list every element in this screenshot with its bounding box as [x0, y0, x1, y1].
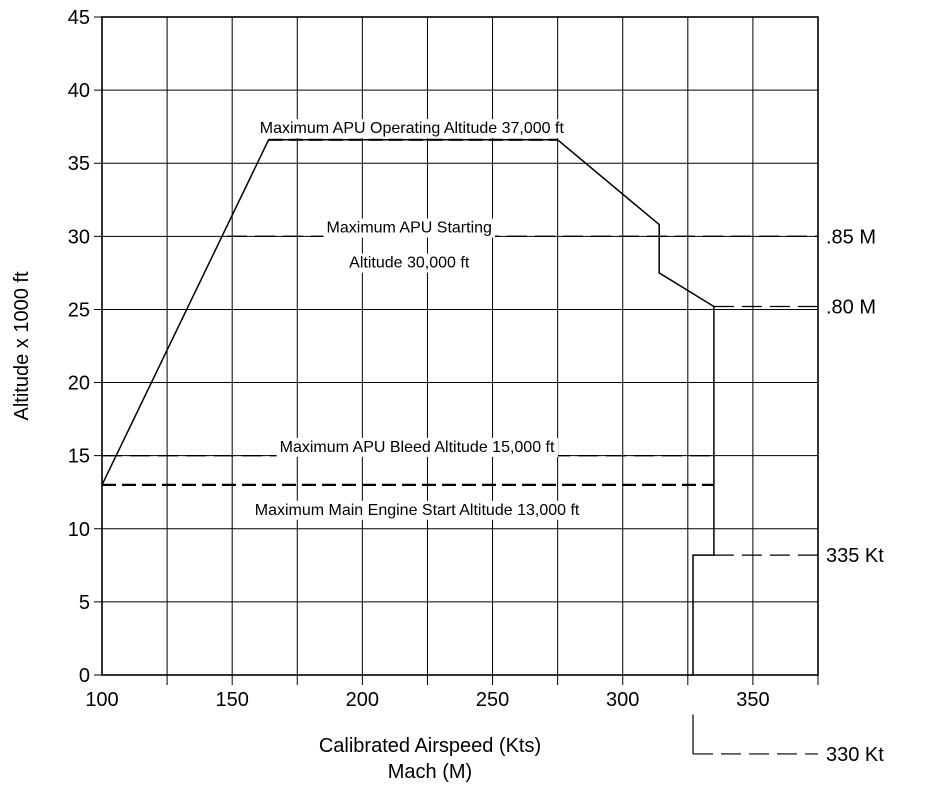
reference-line-label: .85 M — [826, 226, 876, 248]
reference-line-label: .80 M — [826, 297, 876, 319]
annotation: Altitude 30,000 ft — [346, 253, 473, 273]
annotation-background — [346, 253, 473, 273]
envelope-series-layer — [101, 139, 715, 675]
y-tick-label: 20 — [68, 373, 90, 395]
x-tick-label: 350 — [736, 689, 769, 711]
y-tick-label: 10 — [68, 519, 90, 541]
annotation-text: Maximum APU Bleed Altitude 15,000 ft — [280, 439, 555, 456]
y-tick-label: 45 — [68, 7, 90, 29]
x-tick-label: 200 — [346, 689, 379, 711]
annotation-text: Maximum Main Engine Start Altitude 13,00… — [255, 502, 580, 519]
y-tick-label: 35 — [68, 153, 90, 175]
x-tick-label: 300 — [606, 689, 639, 711]
annotation: Maximum APU Starting — [323, 218, 495, 238]
annotation-background — [276, 437, 559, 457]
x-tick-label: 100 — [85, 689, 118, 711]
grid-layer — [94, 16, 819, 685]
annotation-background — [323, 218, 495, 238]
y-tick-label: 25 — [68, 299, 90, 321]
x-axis-title: Calibrated Airspeed (Kts) — [319, 735, 541, 757]
labels-layer: 100 150 200 250 300 350 0 5 10 15 20 25 30 35 40 45 .85 … — [68, 7, 885, 766]
annotation-background — [251, 500, 583, 520]
envelope-line — [101, 139, 715, 675]
annotation: Maximum APU Operating Altitude 37,000 ft — [256, 119, 568, 139]
marker-330-label: 330 Kt — [826, 744, 884, 766]
annotation-text: Maximum APU Starting — [327, 220, 492, 237]
y-tick-label: 30 — [68, 226, 90, 248]
x-tick-label: 150 — [215, 689, 248, 711]
x-tick-label: 250 — [476, 689, 509, 711]
annotation-background — [256, 119, 568, 139]
annotation-text: Altitude 30,000 ft — [349, 255, 470, 272]
plot-frame — [101, 16, 819, 676]
annotation-text: Maximum APU Operating Altitude 37,000 ft — [260, 120, 565, 137]
y-axis-title: Altitude x 1000 ft — [11, 271, 33, 420]
reference-line-label: 335 Kt — [826, 545, 884, 567]
y-tick-label: 5 — [79, 592, 90, 614]
y-tick-label: 0 — [79, 665, 90, 687]
x-axis-subtitle: Mach (M) — [388, 761, 472, 783]
annotation: Maximum APU Bleed Altitude 15,000 ft — [276, 437, 559, 457]
y-tick-label: 15 — [68, 446, 90, 468]
annotation: Maximum Main Engine Start Altitude 13,00… — [251, 500, 583, 520]
y-tick-label: 40 — [68, 80, 90, 102]
